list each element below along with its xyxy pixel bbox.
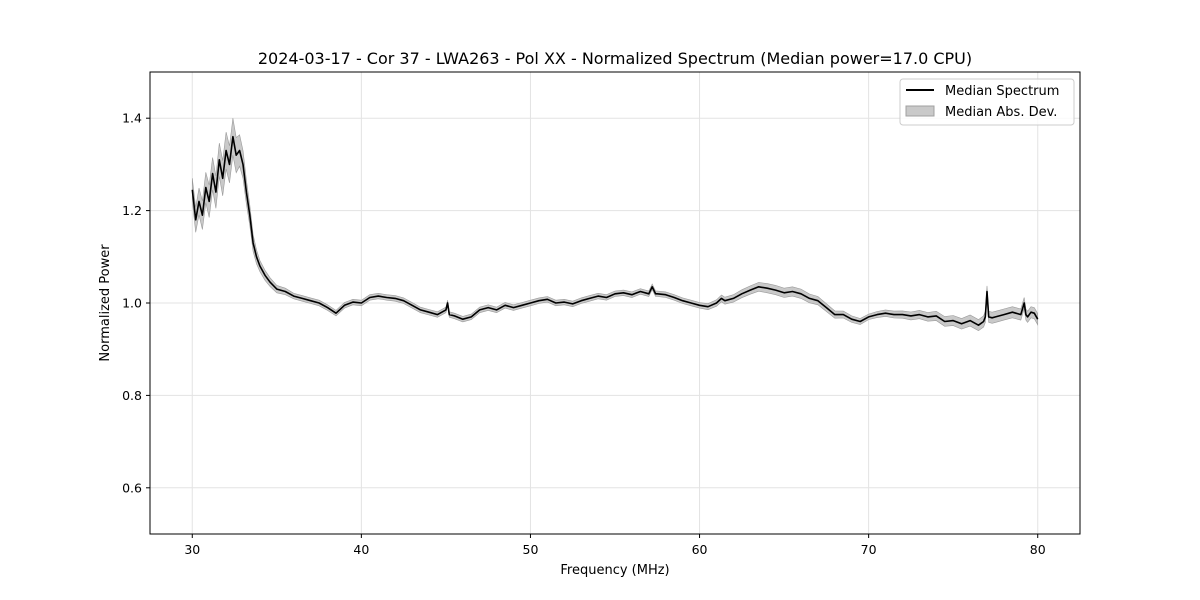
y-tick-label: 1.2 [122, 203, 142, 218]
chart-title: 2024-03-17 - Cor 37 - LWA263 - Pol XX - … [258, 49, 972, 68]
y-axis-label: Normalized Power [98, 244, 113, 362]
legend-label-median-abs-dev: Median Abs. Dev. [945, 105, 1057, 120]
grid-lines [150, 72, 1080, 534]
x-tick-label: 60 [692, 542, 708, 557]
x-tick-label: 80 [1030, 542, 1046, 557]
y-tick-label: 1.4 [122, 111, 142, 126]
legend: Median Spectrum Median Abs. Dev. [899, 78, 1075, 126]
x-tick-label: 30 [184, 542, 200, 557]
median-spectrum-layer [191, 135, 1039, 327]
mad-band [192, 118, 1038, 332]
mad-band-layer [192, 118, 1038, 332]
legend-band-swatch [905, 105, 935, 117]
y-tick-label: 0.6 [122, 480, 142, 495]
x-tick-label: 50 [523, 542, 539, 557]
x-axis-label: Frequency (MHz) [560, 563, 669, 578]
legend-label-median-spectrum: Median Spectrum [945, 84, 1059, 99]
x-axis-ticks: 30 40 50 60 70 80 [184, 534, 1046, 557]
x-tick-label: 40 [353, 542, 369, 557]
legend-frame [899, 78, 1075, 126]
y-tick-label: 1.0 [122, 296, 142, 311]
median-spectrum-line [191, 135, 1039, 327]
x-tick-label: 70 [861, 542, 877, 557]
y-axis-ticks: 0.6 0.8 1.0 1.2 1.4 [122, 111, 150, 495]
y-tick-label: 0.8 [122, 388, 142, 403]
